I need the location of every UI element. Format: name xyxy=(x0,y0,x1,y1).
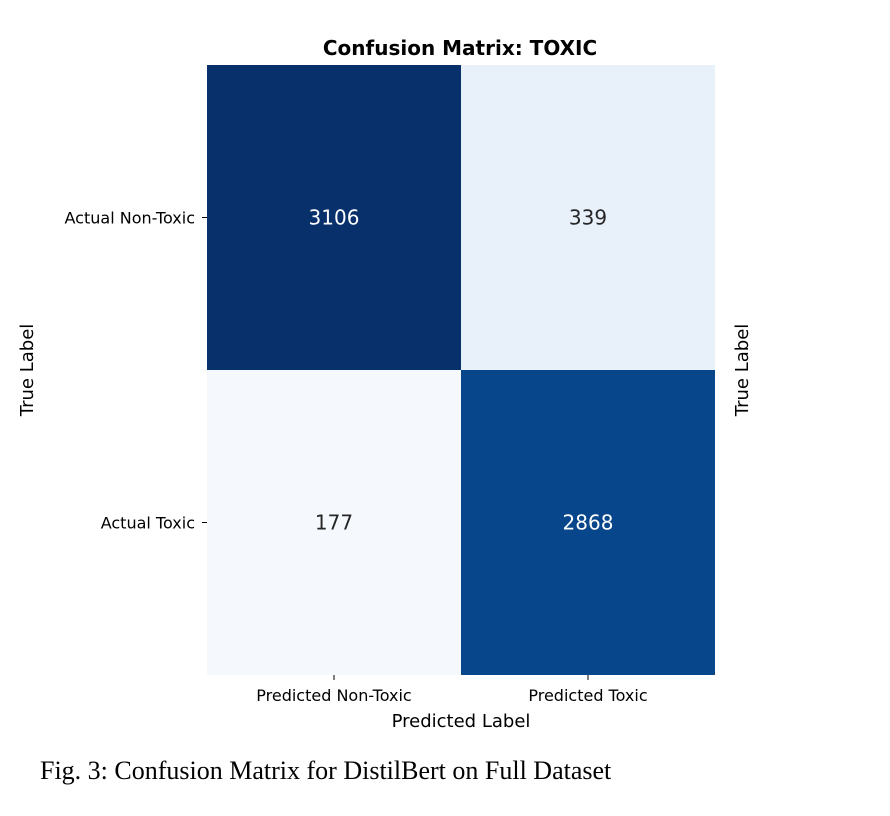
y-axis-label: True Label xyxy=(17,324,38,418)
y-tick-label: Actual Toxic xyxy=(101,514,195,533)
x-tick-label: Predicted Non-Toxic xyxy=(256,686,411,705)
cell-value-label: 3106 xyxy=(309,206,360,230)
cell-value-label: 339 xyxy=(569,206,607,230)
x-tick-label: Predicted Toxic xyxy=(528,686,647,705)
heatmap-cell xyxy=(461,65,715,370)
heatmap-cell xyxy=(207,370,461,675)
cell-value-label: 177 xyxy=(315,511,353,535)
cell-value-label: 2868 xyxy=(563,511,614,535)
heatmap-cells: 3106 339 177 2868 xyxy=(207,65,715,675)
y-axis-label-right: True Label xyxy=(732,324,753,418)
x-axis-label: Predicted Label xyxy=(392,711,531,732)
confusion-matrix-figure: Confusion Matrix: TOXIC 3106 339 177 2868 P… xyxy=(17,36,753,732)
axis-ticks: Predicted Non-Toxic Predicted Toxic Actual… xyxy=(65,209,648,706)
chart-title: Confusion Matrix: TOXIC xyxy=(323,36,597,60)
heatmap-cell xyxy=(207,65,461,370)
y-tick-label: Actual Non-Toxic xyxy=(65,209,195,228)
heatmap-cell xyxy=(461,370,715,675)
figure-caption: Fig. 3: Confusion Matrix for DistilBert … xyxy=(40,756,612,785)
